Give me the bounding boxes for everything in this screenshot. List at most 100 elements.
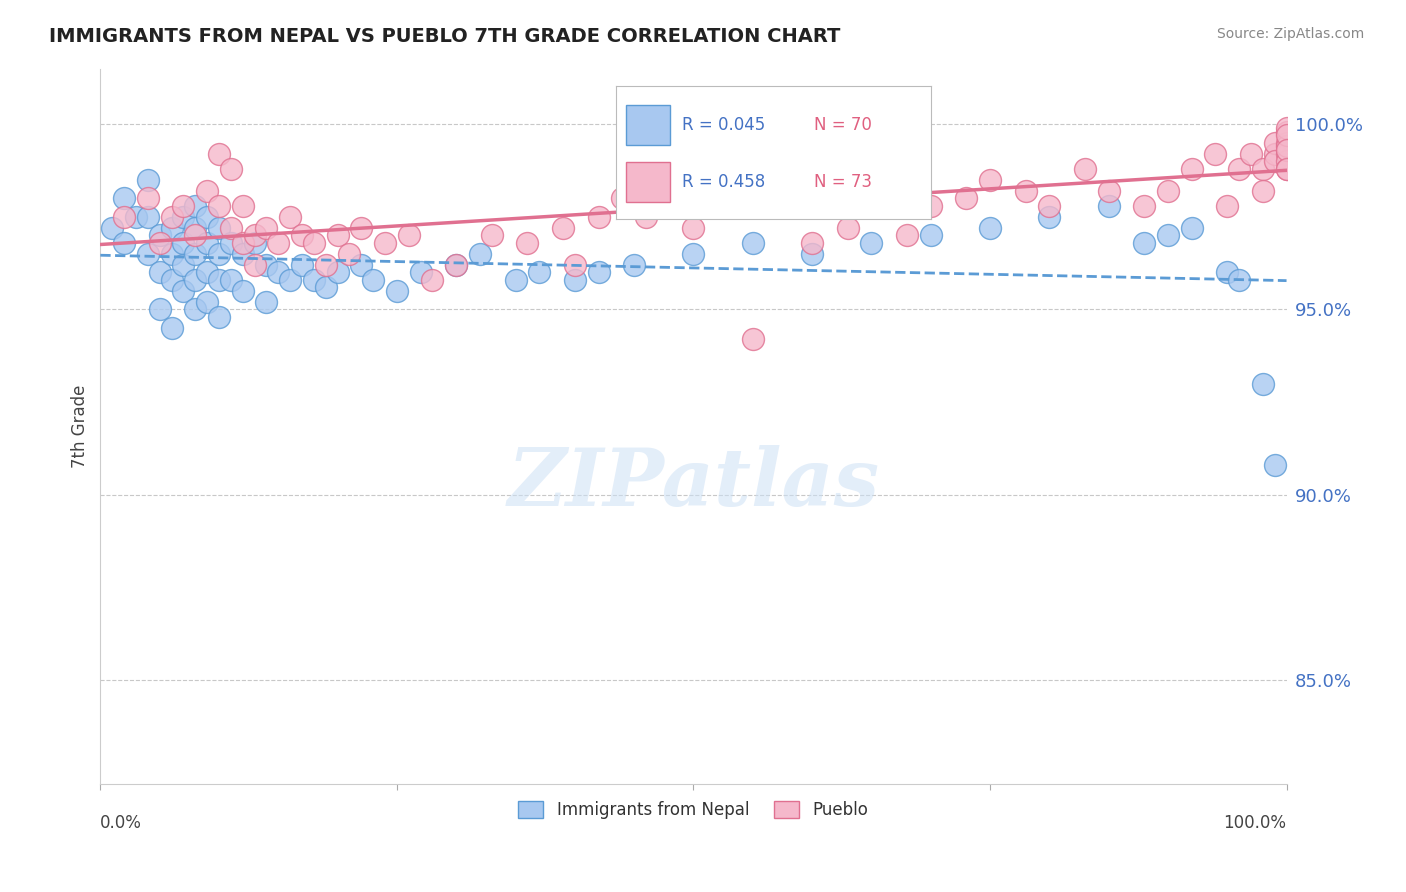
Point xyxy=(232,235,254,250)
Point xyxy=(1251,376,1274,391)
Text: 100.0%: 100.0% xyxy=(1223,814,1286,832)
Point xyxy=(468,247,491,261)
Point xyxy=(208,146,231,161)
Point xyxy=(112,210,135,224)
Point xyxy=(219,161,242,176)
Point xyxy=(1204,146,1226,161)
Point xyxy=(160,210,183,224)
Point xyxy=(302,235,325,250)
Point xyxy=(136,191,159,205)
Point xyxy=(1275,139,1298,153)
Point xyxy=(1097,199,1119,213)
Point xyxy=(564,258,586,272)
Point xyxy=(1038,210,1060,224)
Point xyxy=(564,273,586,287)
Point xyxy=(172,199,194,213)
Point xyxy=(1275,161,1298,176)
Point xyxy=(254,220,277,235)
Point xyxy=(444,258,467,272)
Point xyxy=(208,247,231,261)
Point xyxy=(706,199,728,213)
Point xyxy=(195,265,218,279)
Point xyxy=(979,172,1001,186)
Point xyxy=(896,228,918,243)
Y-axis label: 7th Grade: 7th Grade xyxy=(72,384,89,468)
Point xyxy=(1227,273,1250,287)
Point xyxy=(326,228,349,243)
Point xyxy=(149,302,172,317)
Point xyxy=(1157,184,1180,198)
Point xyxy=(385,284,408,298)
Point xyxy=(1275,154,1298,169)
Point xyxy=(195,184,218,198)
Point xyxy=(339,247,361,261)
Point xyxy=(184,302,207,317)
Point xyxy=(350,220,373,235)
Point xyxy=(801,247,824,261)
Point xyxy=(208,220,231,235)
Point xyxy=(1014,184,1036,198)
Point xyxy=(1264,458,1286,472)
Point xyxy=(278,273,301,287)
Legend: Immigrants from Nepal, Pueblo: Immigrants from Nepal, Pueblo xyxy=(512,794,875,826)
Point xyxy=(837,220,859,235)
Point xyxy=(612,191,634,205)
Point xyxy=(1251,184,1274,198)
Point xyxy=(444,258,467,272)
Point xyxy=(1275,128,1298,143)
Point xyxy=(254,295,277,310)
Point xyxy=(588,265,610,279)
Point xyxy=(1275,120,1298,135)
Point xyxy=(291,258,314,272)
Point xyxy=(409,265,432,279)
Point xyxy=(160,273,183,287)
Point xyxy=(1264,154,1286,169)
Point xyxy=(278,210,301,224)
Point xyxy=(101,220,124,235)
Point xyxy=(778,191,800,205)
Point xyxy=(920,199,942,213)
Text: IMMIGRANTS FROM NEPAL VS PUEBLO 7TH GRADE CORRELATION CHART: IMMIGRANTS FROM NEPAL VS PUEBLO 7TH GRAD… xyxy=(49,27,841,45)
Point xyxy=(315,258,337,272)
Point xyxy=(219,235,242,250)
Point xyxy=(350,258,373,272)
Point xyxy=(208,310,231,324)
Point xyxy=(172,258,194,272)
Point xyxy=(136,247,159,261)
Point xyxy=(160,220,183,235)
Point xyxy=(267,235,290,250)
Point xyxy=(422,273,444,287)
Point xyxy=(243,235,266,250)
Point xyxy=(172,284,194,298)
Point xyxy=(112,235,135,250)
Point xyxy=(302,273,325,287)
Point xyxy=(149,265,172,279)
Point xyxy=(326,265,349,279)
Point xyxy=(1251,161,1274,176)
Point xyxy=(172,235,194,250)
Point xyxy=(361,273,384,287)
Point xyxy=(741,332,763,346)
Point xyxy=(219,220,242,235)
Point xyxy=(315,280,337,294)
Point xyxy=(136,210,159,224)
Point xyxy=(208,273,231,287)
Point xyxy=(195,210,218,224)
Point xyxy=(801,235,824,250)
Point xyxy=(1181,220,1204,235)
Point xyxy=(195,295,218,310)
Point xyxy=(682,220,704,235)
Point xyxy=(623,258,645,272)
Point xyxy=(160,247,183,261)
Point xyxy=(374,235,396,250)
Point xyxy=(232,199,254,213)
Point xyxy=(1157,228,1180,243)
Point xyxy=(955,191,977,205)
Point xyxy=(1275,161,1298,176)
Point xyxy=(741,235,763,250)
Point xyxy=(1275,146,1298,161)
Point xyxy=(1216,265,1239,279)
Point xyxy=(267,265,290,279)
Text: ZIPatlas: ZIPatlas xyxy=(508,444,880,522)
Point xyxy=(160,321,183,335)
